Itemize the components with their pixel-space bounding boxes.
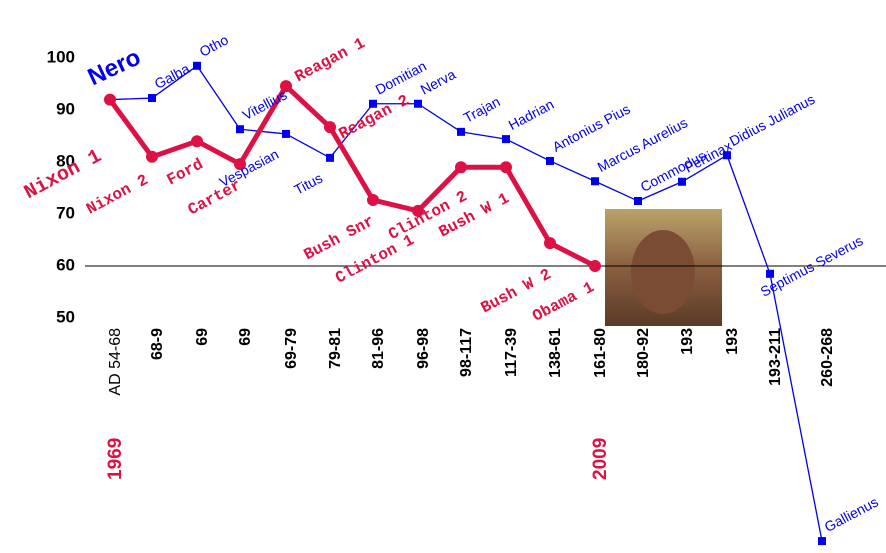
y-tick-label: 60 (56, 255, 75, 274)
emperor-point (591, 177, 599, 186)
y-tick-label: 70 (56, 203, 75, 222)
emperor-label: Hadrian (506, 96, 557, 133)
emperor-point (414, 99, 422, 108)
emperor-point (634, 197, 642, 205)
x-tick-label: 193-211 (767, 328, 784, 386)
x-tick-label: 161-80 (592, 328, 609, 378)
emperor-label: Otho (197, 31, 231, 59)
x-tick-label: 69-79 (283, 328, 300, 369)
emperor-point (766, 269, 774, 278)
president-label: Ford (164, 155, 206, 189)
president-point (455, 161, 467, 174)
emperor-point (723, 151, 731, 160)
emperor-point (546, 156, 554, 165)
x-tick-label: 68-9 (149, 328, 166, 360)
x-tick-label: 260-268 (819, 328, 836, 387)
president-label: Reagan 2 (336, 91, 412, 143)
x-tick-label: 117-39 (503, 328, 520, 377)
president-label: Nixon 2 (84, 171, 152, 218)
x-tick-label: 81-96 (370, 328, 387, 369)
president-point (104, 93, 116, 106)
president-point (412, 204, 424, 217)
year-annotation: 1969 (105, 438, 126, 480)
emperor-label: Domitian (373, 58, 429, 98)
y-tick-label: 80 (56, 151, 75, 170)
president-point (280, 80, 292, 93)
president-point (367, 193, 379, 206)
president-point (234, 158, 246, 171)
emperor-label: Trajan (461, 93, 503, 126)
emperor-point (236, 125, 244, 134)
emperor-point (818, 537, 826, 546)
president-point (500, 161, 512, 174)
x-tick-label: AD 54-68 (107, 328, 124, 396)
president-label: Reagan 1 (292, 34, 368, 86)
x-tick-label: 193 (679, 328, 696, 355)
president-point (324, 121, 336, 134)
y-tick-label: 100 (47, 47, 75, 66)
x-tick-label: 79-81 (327, 328, 344, 369)
president-point (146, 150, 158, 163)
x-tick-label: 193 (724, 328, 741, 355)
president-point (589, 260, 601, 272)
y-tick-label: 50 (56, 307, 75, 326)
president-label: Carter (185, 176, 244, 219)
president-line (107, 83, 597, 269)
emperor-label: Nero (84, 44, 145, 92)
emperor-point (282, 129, 290, 138)
president-point (544, 237, 556, 250)
x-tick-label: 69 (237, 328, 254, 346)
emperor-point (502, 135, 510, 144)
emperor-label: Didius Julianus (727, 91, 818, 149)
emperor-point (369, 99, 377, 108)
president-point (191, 135, 203, 148)
portrait-face (631, 230, 695, 314)
year-annotation: 2009 (590, 438, 611, 480)
x-tick-label: 138-61 (547, 328, 564, 378)
x-tick-label: 98-117 (458, 328, 475, 377)
emperor-label: Galba (152, 60, 193, 92)
x-tick-label: 180-92 (635, 328, 652, 378)
emperor-point (148, 94, 156, 103)
emperor-point (678, 177, 686, 186)
y-tick-label: 90 (56, 99, 75, 118)
emperor-point (326, 153, 334, 162)
emperor-label: Gallienus (822, 493, 881, 535)
emperor-point (457, 127, 465, 136)
x-tick-label: 69 (194, 328, 211, 346)
x-tick-label: 96-98 (415, 328, 432, 369)
emperor-point (193, 61, 201, 70)
emperor-label: Titus (291, 170, 325, 198)
